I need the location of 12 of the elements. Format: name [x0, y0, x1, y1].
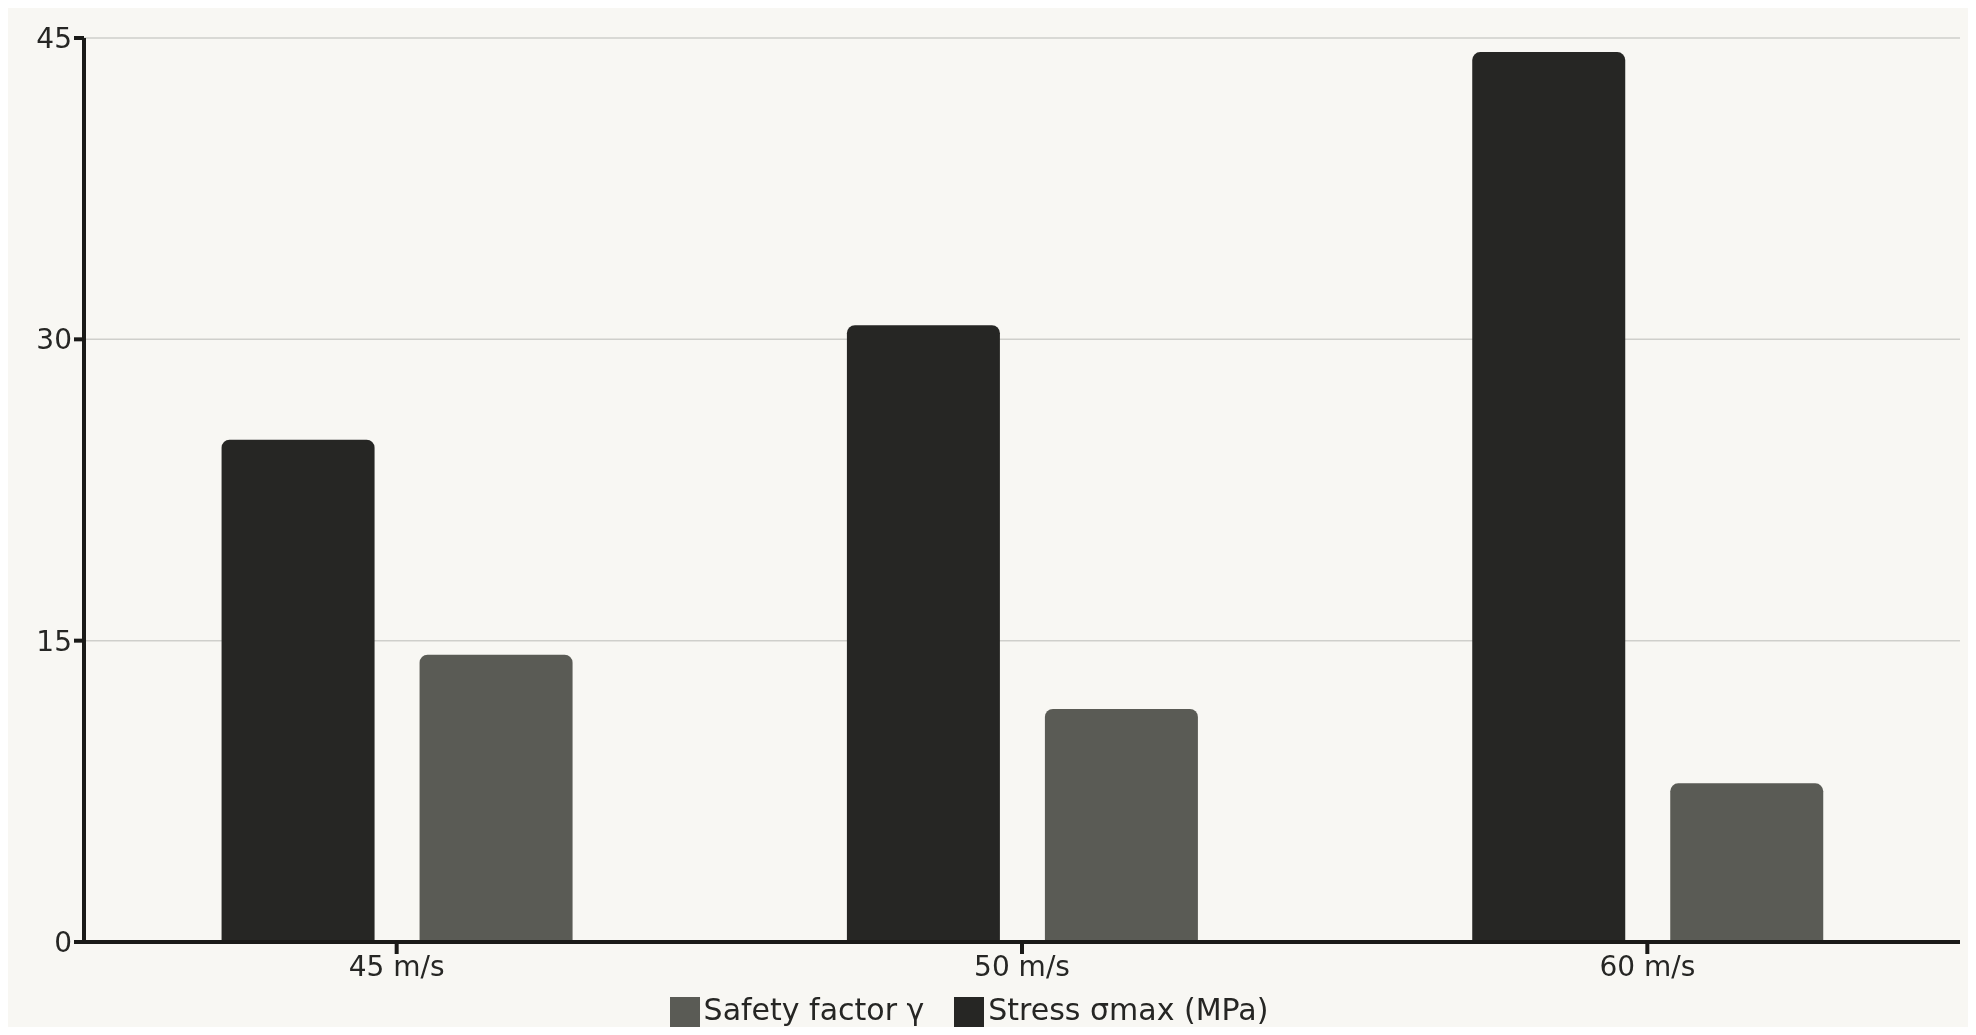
bar	[1670, 783, 1824, 942]
legend-label: Safety factor γ	[703, 992, 925, 1027]
x-tick-label: 50 m/s	[974, 949, 1070, 983]
y-tick-label: 45	[36, 21, 72, 55]
y-tick-label: 15	[36, 624, 72, 658]
y-tick-label: 30	[36, 323, 72, 357]
y-tick-label: 0	[54, 925, 72, 959]
x-tick-label: 45 m/s	[348, 949, 445, 983]
bar	[1044, 708, 1198, 942]
legend-label: Stress σmax (MPa)	[988, 992, 1269, 1027]
bar	[419, 654, 573, 942]
x-tick-label: 60 m/s	[1599, 949, 1696, 983]
